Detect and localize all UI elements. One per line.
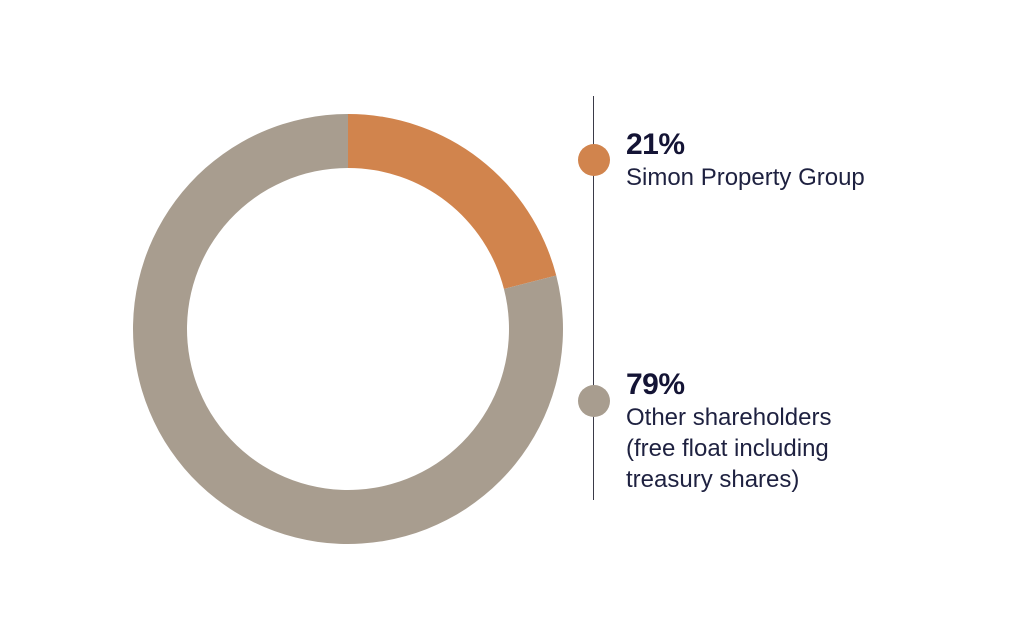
donut-slice-simon-property-group <box>348 114 557 289</box>
legend-label: Other shareholders (free float including… <box>626 404 832 493</box>
legend-value: 79% <box>626 368 685 401</box>
legend-dot-simon-property-group <box>578 144 610 176</box>
legend-entry-other-shareholders: 79% Other shareholders (free float inclu… <box>626 368 1006 495</box>
legend-divider-line <box>593 96 594 500</box>
legend-value: 21% <box>626 128 685 161</box>
legend-dot-other-shareholders <box>578 385 610 417</box>
legend-label: Simon Property Group <box>626 164 865 191</box>
legend-entry-simon-property-group: 21% Simon Property Group <box>626 128 1006 193</box>
